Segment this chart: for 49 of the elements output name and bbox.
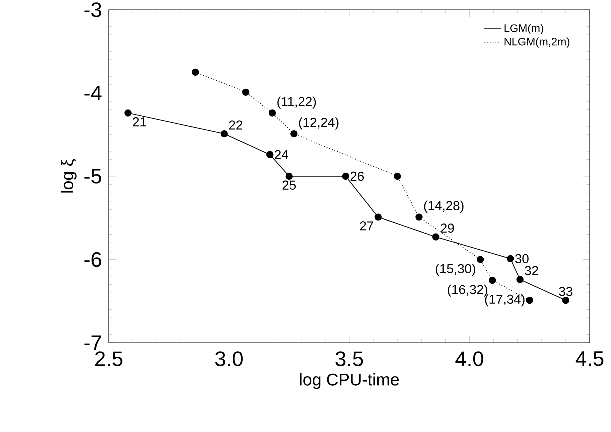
legend-label: NLGM(m,2m) xyxy=(504,38,570,48)
point xyxy=(192,68,200,76)
point xyxy=(290,130,298,138)
point xyxy=(374,214,382,221)
point xyxy=(242,88,250,96)
annotation: (12,24) xyxy=(299,118,339,130)
point xyxy=(394,172,402,180)
legend-label: LGM(m) xyxy=(504,24,544,34)
point xyxy=(526,296,534,304)
annotation: (11,22) xyxy=(278,96,316,109)
x-tick-label: 4.0 xyxy=(456,352,484,366)
point xyxy=(489,276,496,284)
y-tick-label: -7 xyxy=(84,336,102,350)
y-tick-label: -3 xyxy=(84,2,102,18)
point xyxy=(268,110,276,117)
y-tick-label: -5 xyxy=(84,169,102,184)
annotation: 33 xyxy=(559,287,573,296)
annotation: (17,34) xyxy=(485,294,525,307)
point xyxy=(562,296,570,304)
annotation: 27 xyxy=(360,222,374,231)
annotation: (14,28) xyxy=(424,200,464,213)
x-tick-label: 3.0 xyxy=(216,352,243,366)
annotation: 21 xyxy=(133,118,146,127)
x-tick-label: 4.5 xyxy=(576,352,604,366)
annotation: 32 xyxy=(525,266,538,276)
annotation: 29 xyxy=(441,224,454,233)
point xyxy=(476,256,484,264)
annotation: 24 xyxy=(275,150,288,160)
point xyxy=(266,151,274,158)
annotation: 25 xyxy=(282,180,296,190)
annotation: 30 xyxy=(515,254,529,264)
annotation: (16,32) xyxy=(448,284,488,297)
y-axis-title: log ξ xyxy=(61,159,77,193)
x-tick-label: 3.5 xyxy=(336,352,364,366)
annotation: (15,30) xyxy=(436,264,476,276)
point xyxy=(432,234,440,241)
point xyxy=(286,172,293,180)
y-tick-label: -6 xyxy=(84,252,102,268)
point xyxy=(416,214,423,221)
point xyxy=(507,255,514,263)
point xyxy=(516,276,524,284)
point xyxy=(124,110,132,117)
annotation: 26 xyxy=(350,172,364,182)
annotation: 22 xyxy=(229,120,242,130)
x-axis-title: log CPU-time xyxy=(300,373,400,390)
x-tick-label: 2.5 xyxy=(96,352,123,366)
point xyxy=(342,172,350,180)
point xyxy=(220,130,228,138)
y-tick-label: -4 xyxy=(84,86,102,100)
